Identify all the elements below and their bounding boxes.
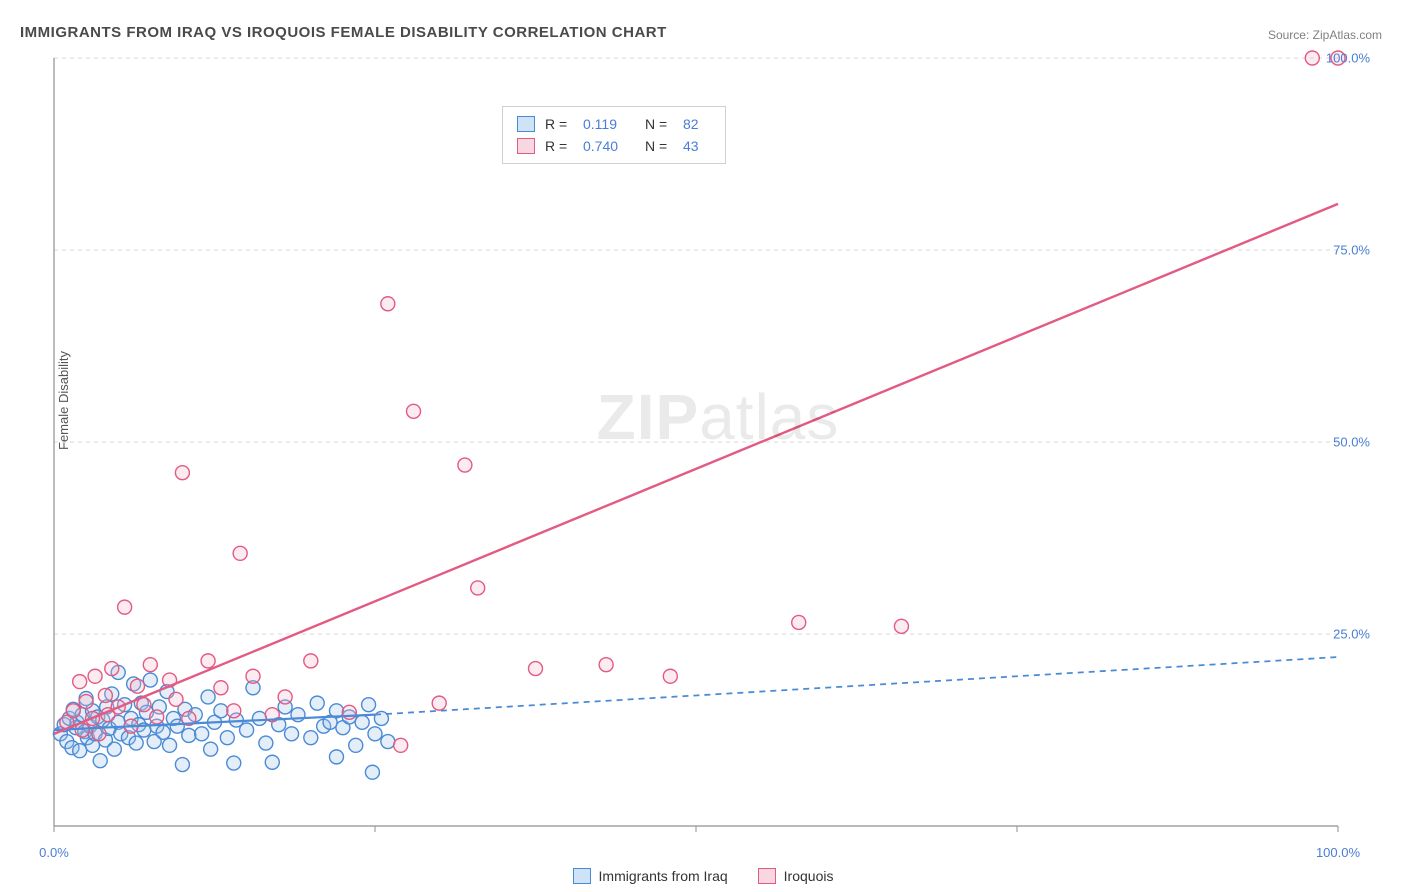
legend-stats: R = 0.119 N = 82 R = 0.740 N = 43: [502, 106, 726, 164]
chart-title: IMMIGRANTS FROM IRAQ VS IROQUOIS FEMALE …: [20, 24, 667, 41]
source-attribution: Source: ZipAtlas.com: [1268, 28, 1382, 42]
legend-swatch-iraq: [573, 868, 591, 884]
y-axis-label: Female Disability: [56, 351, 71, 450]
legend-series: Immigrants from Iraq Iroquois: [0, 868, 1406, 884]
legend-swatch-iroquois: [517, 138, 535, 154]
legend-n-value: 43: [683, 135, 711, 157]
y-tick-label: 100.0%: [1326, 51, 1370, 66]
legend-stats-row: R = 0.740 N = 43: [517, 135, 711, 157]
legend-item-iroquois: Iroquois: [758, 868, 834, 884]
legend-r-value: 0.740: [583, 135, 635, 157]
scatter-plot: [48, 50, 1388, 848]
y-tick-label: 75.0%: [1333, 243, 1370, 258]
legend-stats-row: R = 0.119 N = 82: [517, 113, 711, 135]
legend-swatch-iraq: [517, 116, 535, 132]
legend-r-label: R =: [545, 113, 573, 135]
x-tick-label: 0.0%: [39, 845, 69, 860]
legend-n-label: N =: [645, 135, 673, 157]
legend-r-value: 0.119: [583, 113, 635, 135]
legend-n-label: N =: [645, 113, 673, 135]
legend-label: Iroquois: [784, 868, 834, 884]
legend-item-iraq: Immigrants from Iraq: [573, 868, 728, 884]
chart-area: ZIPatlas R = 0.119 N = 82 R = 0.740 N = …: [48, 50, 1388, 848]
legend-n-value: 82: [683, 113, 711, 135]
legend-label: Immigrants from Iraq: [599, 868, 728, 884]
y-tick-label: 25.0%: [1333, 627, 1370, 642]
legend-swatch-iroquois: [758, 868, 776, 884]
y-tick-label: 50.0%: [1333, 435, 1370, 450]
x-tick-label: 100.0%: [1316, 845, 1360, 860]
legend-r-label: R =: [545, 135, 573, 157]
